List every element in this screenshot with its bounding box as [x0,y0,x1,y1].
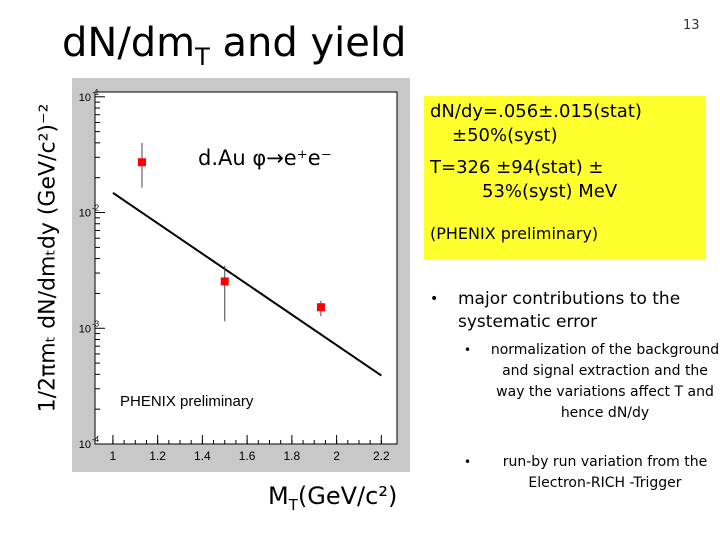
x-tick-label: 1 [110,449,117,463]
data-point [220,277,229,286]
y-tick-exponent: -3 [92,319,100,328]
bullet-dot-icon: • [430,291,439,307]
result-temperature: T=326 ±94(stat) ± [430,157,604,178]
results-box: dN/dy=.056±.015(stat) ±50%(syst) T=326 ±… [424,96,706,260]
plot-area [94,91,398,445]
x-tick-label: 1.8 [284,449,301,463]
bullet-main-text: major contributions to the systematic er… [458,289,681,332]
data-point [137,158,146,167]
result-dndy: dN/dy=.056±.015(stat) [430,101,642,122]
y-tick-exponent: -1 [92,88,100,97]
decay-annotation: d.Au φ→e⁺e⁻ [198,146,332,170]
x-tick-label: 1.2 [149,449,166,463]
slide-number: 13 [683,18,700,33]
y-axis-label: 1/2πmₜ dN/dmₜdy (GeV/c²)⁻² [35,103,61,413]
x-tick-label: 2 [333,449,340,463]
x-tick-label: 2.2 [373,449,390,463]
bullet-sub-1-text: normalization of the background and sign… [490,342,720,421]
bullet-sub-2-text: run-by run variation from the Electron-R… [502,454,708,491]
preliminary-annotation: PHENIX preliminary [120,393,254,410]
y-tick-exponent: -4 [92,435,100,444]
bullet-dot-icon: • [464,343,472,357]
slide-title: dN/dmT and yield [62,20,407,71]
y-tick-label: 10 [79,208,91,220]
y-tick-label: 10 [79,323,91,335]
x-axis-label: MT(GeV/c²) [268,482,398,514]
y-tick-label: 10 [79,92,91,104]
x-tick-label: 1.6 [239,449,256,463]
chart: 1 1.2 1.4 1.6 1.8 2 2.2 10 -1 10 -2 10 -3 10 -4 d.Au φ… [72,78,410,472]
y-tick-exponent: -2 [92,204,100,213]
fit-line [112,191,382,377]
bullet-dot-icon: • [464,455,472,469]
x-tick-label: 1.4 [194,449,211,463]
result-dndy-syst: ±50%(syst) [452,125,558,146]
result-temperature-syst: 53%(syst) MeV [482,181,618,202]
y-tick-label: 10 [79,439,91,451]
data-point [316,303,325,312]
result-source: (PHENIX preliminary) [430,224,599,243]
